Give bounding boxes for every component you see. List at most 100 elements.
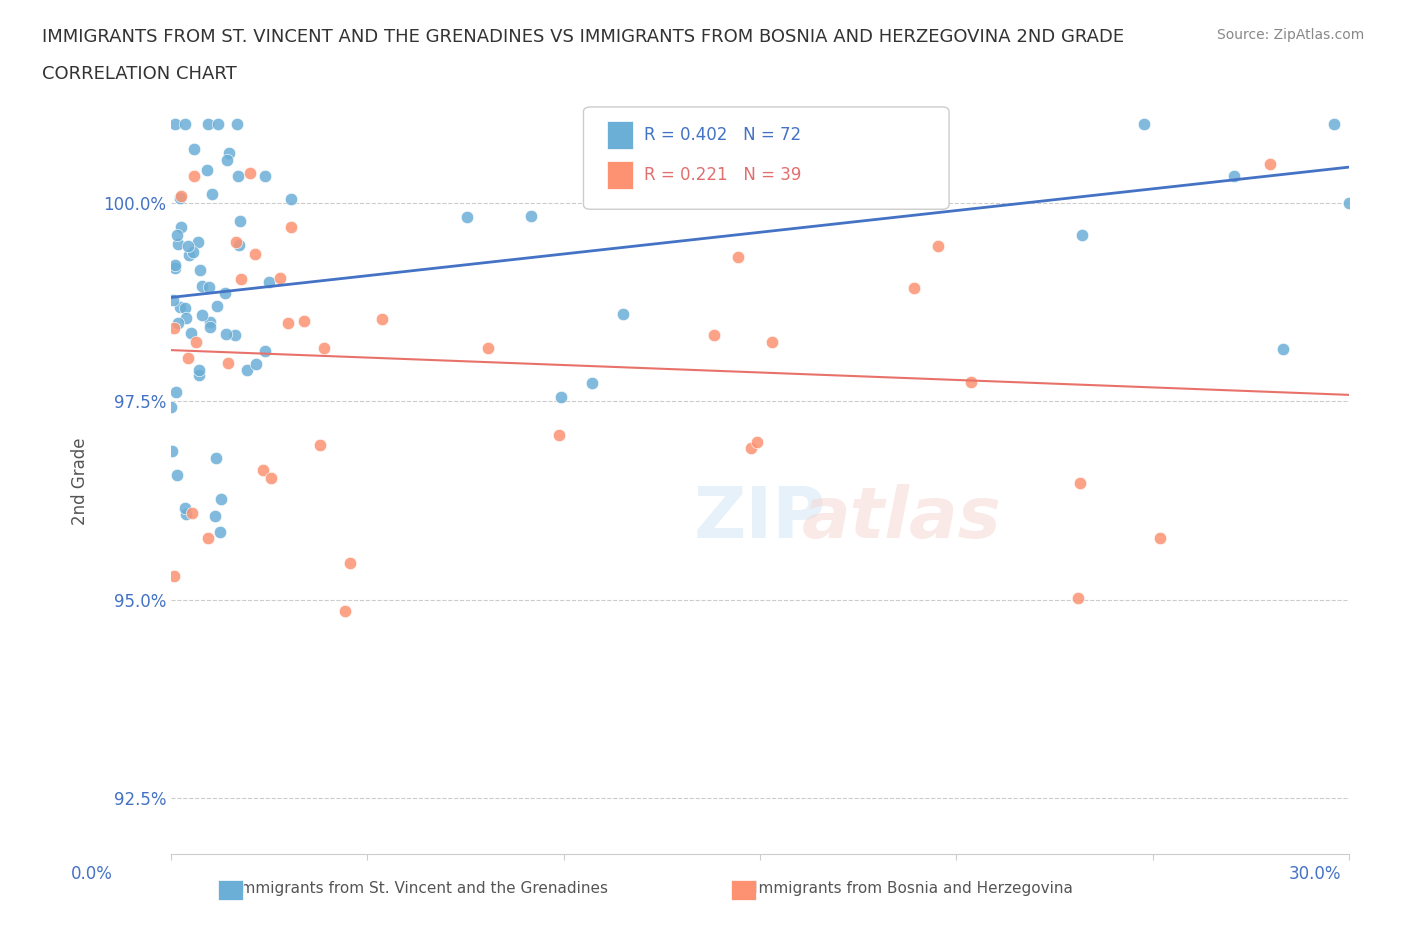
Point: [257, 275, 280, 290]
Point: [1272, 342, 1295, 357]
Point: [253, 343, 276, 358]
Point: [236, 363, 259, 378]
Point: [740, 440, 762, 455]
Point: [761, 334, 783, 349]
Point: [1323, 116, 1346, 131]
Point: [252, 463, 274, 478]
Point: [169, 300, 191, 315]
Point: [229, 272, 252, 286]
Point: [217, 356, 239, 371]
Text: ZIP: ZIP: [693, 484, 827, 552]
Point: [174, 501, 197, 516]
Point: [183, 141, 205, 156]
Point: [170, 219, 193, 234]
Point: [204, 509, 226, 524]
Point: [176, 311, 198, 325]
Point: [166, 467, 188, 482]
Point: [215, 326, 238, 341]
Text: Source: ZipAtlas.com: Source: ZipAtlas.com: [1216, 28, 1364, 42]
Point: [1071, 228, 1094, 243]
Point: [1223, 169, 1246, 184]
Point: [1133, 116, 1156, 131]
Point: [550, 390, 572, 405]
Point: [225, 116, 247, 131]
Point: [160, 444, 183, 458]
Point: [259, 471, 281, 485]
Point: [181, 506, 204, 521]
Point: [180, 326, 202, 340]
Text: 0.0%: 0.0%: [70, 865, 112, 883]
Text: Immigrants from St. Vincent and the Grenadines: Immigrants from St. Vincent and the Gren…: [236, 881, 607, 896]
Point: [188, 262, 211, 277]
Point: [225, 234, 247, 249]
Point: [747, 434, 769, 449]
Point: [173, 116, 195, 131]
Point: [863, 116, 886, 131]
Point: [1069, 475, 1091, 490]
Point: [581, 376, 603, 391]
Point: [229, 214, 252, 229]
Point: [177, 351, 200, 365]
Point: [927, 238, 949, 253]
Point: [198, 320, 221, 335]
Point: [163, 260, 186, 275]
Point: [228, 237, 250, 252]
Point: [163, 320, 186, 335]
Point: [456, 210, 478, 225]
Point: [292, 313, 315, 328]
Point: [188, 363, 211, 378]
Point: [160, 399, 183, 414]
Point: [224, 327, 246, 342]
Point: [226, 168, 249, 183]
Point: [309, 437, 332, 452]
Point: [703, 327, 725, 342]
Point: [217, 153, 239, 167]
Text: R = 0.221   N = 39: R = 0.221 N = 39: [644, 166, 801, 184]
Text: Immigrants from Bosnia and Herzegovina: Immigrants from Bosnia and Herzegovina: [755, 881, 1073, 896]
Point: [179, 247, 201, 262]
Point: [218, 146, 240, 161]
Point: [253, 169, 276, 184]
Point: [520, 208, 543, 223]
Point: [163, 568, 186, 583]
Point: [312, 341, 335, 356]
Point: [167, 316, 190, 331]
Text: IMMIGRANTS FROM ST. VINCENT AND THE GRENADINES VS IMMIGRANTS FROM BOSNIA AND HER: IMMIGRANTS FROM ST. VINCENT AND THE GREN…: [42, 28, 1125, 46]
Point: [1337, 195, 1360, 210]
Point: [697, 116, 720, 131]
Point: [201, 187, 224, 202]
Text: CORRELATION CHART: CORRELATION CHART: [42, 65, 238, 83]
Point: [727, 249, 749, 264]
Point: [207, 299, 229, 313]
Text: atlas: atlas: [801, 484, 1001, 552]
Point: [789, 116, 811, 131]
Point: [1258, 156, 1281, 171]
Point: [245, 246, 267, 261]
Point: [183, 168, 205, 183]
Point: [1149, 531, 1171, 546]
Point: [477, 340, 499, 355]
Point: [200, 315, 222, 330]
Point: [197, 279, 219, 294]
Point: [207, 116, 229, 131]
Point: [190, 278, 212, 293]
Point: [184, 335, 207, 350]
Point: [214, 286, 236, 300]
Point: [280, 220, 302, 235]
Point: [163, 258, 186, 272]
Text: R = 0.402   N = 72: R = 0.402 N = 72: [644, 126, 801, 144]
Point: [209, 525, 232, 539]
Point: [209, 492, 232, 507]
Point: [245, 356, 267, 371]
Point: [903, 281, 925, 296]
Point: [173, 300, 195, 315]
Point: [395, 77, 418, 92]
Point: [269, 271, 291, 286]
Point: [197, 530, 219, 545]
Point: [280, 192, 302, 206]
Point: [370, 312, 392, 326]
Point: [183, 245, 205, 259]
Point: [197, 116, 219, 131]
Point: [167, 237, 190, 252]
Point: [195, 163, 218, 178]
